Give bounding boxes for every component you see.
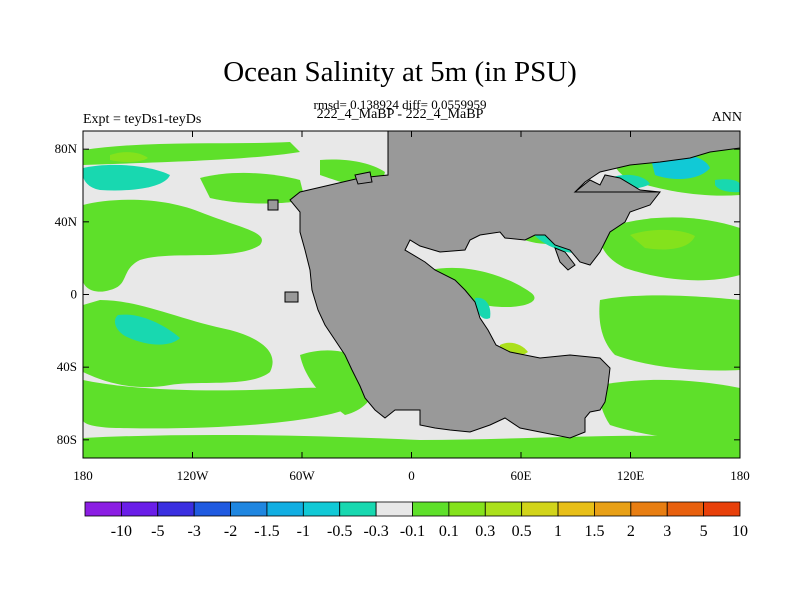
colorbar-swatch (557, 501, 595, 517)
colorbar-swatch (703, 501, 741, 517)
colorbar-swatch (230, 501, 268, 517)
colorbar-swatch (120, 501, 159, 517)
anomaly-region (114, 314, 180, 345)
y-tick-label: 0 (71, 287, 78, 302)
colorbar-label: 0.1 (439, 523, 459, 540)
land-mass (284, 291, 299, 303)
anomaly-region (715, 179, 740, 193)
anomaly-region (599, 295, 740, 371)
colorbar-swatch (84, 501, 122, 517)
x-tick-label: 60E (511, 468, 532, 483)
colorbar-label: -1 (297, 523, 310, 540)
colorbar-label: 5 (700, 523, 708, 540)
colorbar-swatch (302, 501, 341, 517)
y-axis: 80N 40N 0 40S 80S (55, 141, 740, 447)
anomaly-region (200, 172, 305, 204)
colorbar-swatch (339, 501, 377, 517)
x-tick-label: 180 (73, 468, 93, 483)
anomaly-region (83, 434, 740, 458)
y-tick-label: 40N (55, 214, 78, 229)
colorbar-label: 0.3 (475, 523, 495, 540)
colorbar-label: 2 (627, 523, 635, 540)
colorbar-swatch (412, 501, 450, 517)
land-mass (289, 131, 740, 439)
colorbar-label: 0.5 (512, 523, 532, 540)
colorbar-swatch (594, 501, 632, 517)
colorbar-label: -3 (188, 523, 201, 540)
colorbar-swatch (484, 501, 523, 517)
experiment-label: Expt = teyDs1-teyDs (83, 112, 202, 127)
chart-title: Ocean Salinity at 5m (in PSU) (223, 56, 577, 88)
colorbar-label: -0.3 (363, 523, 388, 540)
anomaly-region (83, 164, 170, 191)
land-mass (354, 171, 373, 185)
colorbar-label: -0.5 (327, 523, 352, 540)
colorbar-label: -1.5 (254, 523, 279, 540)
chart-subtitle: 222_4_MaBP - 222_4_MaBP (316, 107, 484, 122)
map-plot-area (83, 131, 740, 458)
colorbar: -10 -5 -3 -2 -1.5 -1 -0.5 -0.3 -0.1 0.1 0.3 0.5 1 1.5… (84, 501, 748, 540)
colorbar-label: -10 (111, 523, 132, 540)
colorbar-swatch (157, 501, 195, 517)
land-mass (554, 247, 576, 271)
anomaly-region (599, 379, 740, 441)
colorbar-label: -5 (151, 523, 164, 540)
anomaly-region (83, 380, 350, 429)
colorbar-label: 3 (663, 523, 671, 540)
season-label: ANN (711, 110, 742, 125)
anomaly-region (430, 267, 535, 308)
x-axis: 180 120W 60W 0 60E 120E 180 (73, 131, 750, 483)
colorbar-label: 1 (554, 523, 562, 540)
x-tick-label: 180 (730, 468, 750, 483)
land-mass (267, 199, 279, 211)
y-tick-label: 40S (57, 359, 77, 374)
colorbar-swatch (448, 501, 486, 517)
x-tick-label: 0 (408, 468, 415, 483)
y-tick-label: 80N (55, 141, 78, 156)
x-tick-label: 120E (617, 468, 645, 483)
colorbar-swatch (266, 501, 304, 517)
colorbar-swatch (375, 501, 413, 517)
colorbar-label: 1.5 (584, 523, 604, 540)
x-tick-label: 60W (289, 468, 315, 483)
colorbar-swatch (193, 501, 231, 517)
x-tick-label: 120W (177, 468, 210, 483)
anomaly-region (630, 229, 695, 250)
colorbar-swatch (666, 501, 705, 517)
colorbar-swatch (521, 501, 559, 517)
rmsd-diff-text: rmsd= 0.138924 diff= 0.0559959 (313, 97, 487, 112)
colorbar-label: -0.1 (400, 523, 425, 540)
colorbar-label: 10 (732, 523, 748, 540)
anomaly-region (110, 152, 148, 163)
y-tick-label: 80S (57, 432, 77, 447)
land-mass (573, 174, 661, 193)
anomaly-region (83, 199, 262, 292)
land-masses (267, 131, 740, 439)
colorbar-label: -2 (224, 523, 237, 540)
colorbar-swatch (630, 501, 668, 517)
